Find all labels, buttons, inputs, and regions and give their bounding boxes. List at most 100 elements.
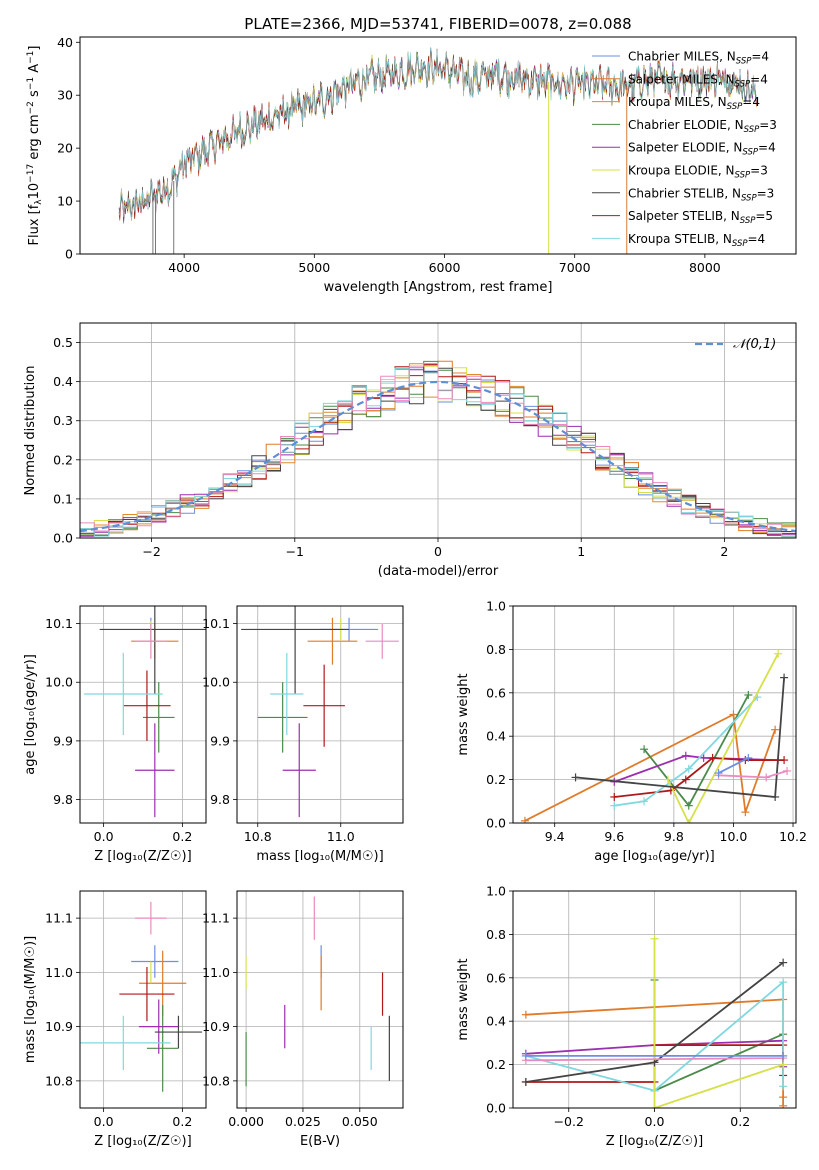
x-tick-label: 2 <box>720 544 728 559</box>
weight-line <box>525 980 784 1092</box>
x-tick-label: 9.6 <box>604 829 624 844</box>
y-tick-label: 10.1 <box>45 616 73 631</box>
y-tick-label: 0.1 <box>53 491 73 506</box>
y-tick-label: 0.8 <box>486 642 506 657</box>
y-tick-label: 1.0 <box>486 884 506 899</box>
y-tick-label: 0.6 <box>486 970 506 985</box>
x-tick-label: 0.2 <box>172 829 192 844</box>
x-axis-label: Z [log₁₀(Z/Z☉)] <box>606 1134 703 1149</box>
x-tick-label: 7000 <box>559 260 591 275</box>
x-axis-label: Z [log₁₀(Z/Z☉)] <box>94 1134 191 1149</box>
axes-frame <box>79 605 207 824</box>
x-tick-label: 0.2 <box>730 1114 750 1129</box>
weight-line <box>667 653 779 823</box>
x-tick-label: 9.4 <box>545 829 565 844</box>
y-tick-label: 10.9 <box>45 1019 73 1034</box>
y-tick-label: 0.2 <box>486 1057 506 1072</box>
x-tick-label: 4000 <box>168 260 200 275</box>
y-tick-label: 20 <box>57 141 73 156</box>
x-tick-label: 0.0 <box>94 829 114 844</box>
x-axis-label: Z [log₁₀(Z/Z☉)] <box>94 849 191 864</box>
spectrum-line <box>118 47 757 220</box>
panel-z-vs-mass: 0.0 0.2 10.8 10.9 11.0 11.1 Z [log₁₀(Z/Z☉)] mas… <box>23 890 207 1149</box>
y-axis-label: mass weight <box>456 673 471 755</box>
plot-area <box>80 323 796 538</box>
x-axis-label: wavelength [Angstrom, rest frame] <box>324 280 553 295</box>
panel-residual-hist: −2 −1 0 1 2 0.0 0.1 0.2 0.3 0.4 0.5 (data-model)/er… <box>23 322 797 579</box>
x-axis-label: E(B-V) <box>300 1134 340 1149</box>
y-tick-label: 10.8 <box>45 1073 73 1088</box>
y-axis-label: age [log₁₀(age/yr)] <box>23 654 38 775</box>
panel-spectrum: 4000 5000 6000 7000 8000 0 10 20 30 40 wavelength … <box>26 35 797 295</box>
plot-area <box>237 891 403 1108</box>
y-tick-label: 9.9 <box>53 733 73 748</box>
y-tick-label: 11.1 <box>45 911 73 926</box>
y-axis-label: mass weight <box>456 958 471 1040</box>
y-tick-label: 0.2 <box>53 452 73 467</box>
x-tick-label: 10.0 <box>720 829 748 844</box>
y-tick-label: 0.0 <box>486 816 506 831</box>
y-tick-label: 0.4 <box>53 374 73 389</box>
plot-area <box>237 606 403 823</box>
x-tick-label: 0 <box>434 544 442 559</box>
y-tick-label: 0.4 <box>486 1014 506 1029</box>
x-axis-label: mass [log₁₀(M/M☉)] <box>256 849 383 864</box>
legend-label: Chabrier ELODIE, NSSP=3 <box>628 118 777 135</box>
axes-frame <box>236 890 404 1109</box>
x-tick-label: 0.050 <box>342 1114 378 1129</box>
x-tick-label: 0.025 <box>285 1114 321 1129</box>
x-tick-label: −2 <box>142 544 160 559</box>
y-tick-label: 10.0 <box>202 675 230 690</box>
y-tick-label: 11.0 <box>202 965 230 980</box>
x-tick-label: 0.0 <box>645 1114 665 1129</box>
y-tick-label: 10 <box>57 194 73 209</box>
weight-line <box>653 938 784 1108</box>
x-tick-label: 9.8 <box>664 829 684 844</box>
y-tick-label: 9.8 <box>210 792 230 807</box>
plot-area <box>80 891 206 1108</box>
x-tick-label: 0.000 <box>228 1114 264 1129</box>
plot-area <box>513 891 796 1108</box>
panel-mass-vs-age: 10.8 11.0 9.8 9.9 10.0 10.1 mass [log₁₀(M/M☉)] <box>202 605 404 864</box>
y-tick-label: 10.9 <box>202 1019 230 1034</box>
plot-area <box>80 606 206 823</box>
y-tick-label: 0.0 <box>53 531 73 546</box>
y-tick-label: 10.8 <box>202 1073 230 1088</box>
y-tick-label: 9.9 <box>210 733 230 748</box>
x-tick-label: 0.0 <box>94 1114 114 1129</box>
legend-label: Kroupa STELIB, NSSP=4 <box>628 232 765 249</box>
legend-label: Salpeter MILES, NSSP=4 <box>628 72 768 89</box>
y-tick-label: 0 <box>65 247 73 262</box>
y-tick-label: 1.0 <box>486 599 506 614</box>
weight-line <box>614 696 758 807</box>
axes-frame <box>512 890 797 1109</box>
legend-label: Salpeter STELIB, NSSP=5 <box>628 209 773 226</box>
panel-z-vs-age: 0.0 0.2 9.8 9.9 10.0 10.1 Z [log₁₀(Z/Z☉)] age [… <box>23 605 207 864</box>
axes-frame <box>79 322 797 539</box>
x-tick-label: −0.2 <box>554 1114 584 1129</box>
x-tick-label: 11.0 <box>327 829 355 844</box>
legend-label: 𝒩(0,1) <box>733 337 776 352</box>
legend-label: Kroupa MILES, NSSP=4 <box>628 95 760 112</box>
y-tick-label: 10.0 <box>45 675 73 690</box>
y-tick-label: 0.5 <box>53 335 73 350</box>
legend-label: Salpeter ELODIE, NSSP=4 <box>628 141 776 158</box>
y-tick-label: 30 <box>57 88 73 103</box>
y-tick-label: 0.8 <box>486 927 506 942</box>
y-tick-label: 0.0 <box>486 1101 506 1116</box>
legend-label: Chabrier STELIB, NSSP=3 <box>628 186 774 203</box>
weight-line <box>718 757 749 774</box>
x-tick-label: −1 <box>286 544 304 559</box>
x-tick-label: 1 <box>577 544 585 559</box>
x-tick-label: 10.8 <box>244 829 272 844</box>
normal-curve <box>80 380 796 533</box>
legend-label: Kroupa ELODIE, NSSP=3 <box>628 164 768 181</box>
x-tick-label: 8000 <box>689 260 721 275</box>
panel-ebv-vs-mass: 0.000 0.025 0.050 10.8 10.9 11.0 11.1 E(B-V) <box>202 890 404 1149</box>
axes-frame <box>512 605 797 824</box>
plot-area <box>118 47 757 254</box>
plot-area <box>513 606 796 823</box>
y-axis-label: Normed distribution <box>23 366 38 496</box>
axes-frame <box>236 605 404 824</box>
